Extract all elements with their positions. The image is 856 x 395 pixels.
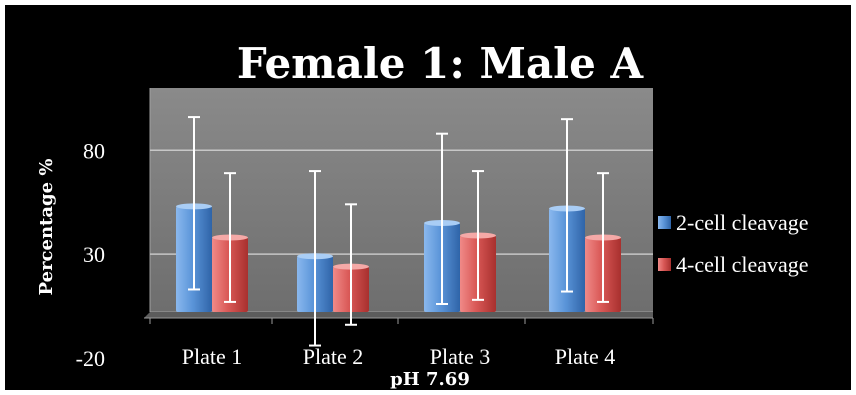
y-tick-labels: -20 30 80 bbox=[76, 138, 105, 371]
legend-label-4-cell: 4-cell cleavage bbox=[676, 252, 809, 277]
legend: 2-cell cleavage 4-cell cleavage bbox=[658, 210, 809, 277]
x-axis-label: pH 7.69 bbox=[390, 369, 470, 390]
y-tick-label: -20 bbox=[76, 346, 105, 371]
y-axis-label: Percentage % bbox=[36, 159, 57, 296]
x-tick-label: Plate 3 bbox=[430, 344, 491, 369]
x-tick-label: Plate 4 bbox=[555, 344, 616, 369]
chart-title: Female 1: Male A bbox=[237, 39, 645, 88]
x-tick-label: Plate 2 bbox=[303, 344, 364, 369]
y-tick-label: 80 bbox=[83, 138, 105, 163]
error-bars bbox=[188, 116, 609, 347]
y-tick-label: 30 bbox=[83, 242, 105, 267]
x-tick-labels: Plate 1 Plate 2 Plate 3 Plate 4 bbox=[149, 318, 654, 369]
legend-label-2-cell: 2-cell cleavage bbox=[676, 210, 809, 235]
x-tick-label: Plate 1 bbox=[182, 344, 243, 369]
legend-swatch-2-cell bbox=[658, 216, 671, 229]
plot-floor bbox=[144, 312, 653, 318]
legend-swatch-4-cell bbox=[658, 258, 671, 271]
